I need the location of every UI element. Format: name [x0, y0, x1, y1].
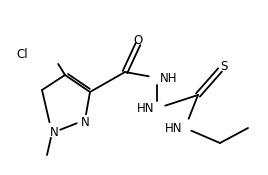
Text: O: O	[133, 34, 143, 47]
Text: HN: HN	[136, 102, 154, 114]
Text: Cl: Cl	[16, 48, 28, 61]
Text: NH: NH	[160, 72, 177, 85]
Text: S: S	[220, 61, 228, 74]
Text: HN: HN	[165, 122, 182, 135]
Text: N: N	[81, 116, 89, 128]
Text: N: N	[50, 127, 58, 139]
